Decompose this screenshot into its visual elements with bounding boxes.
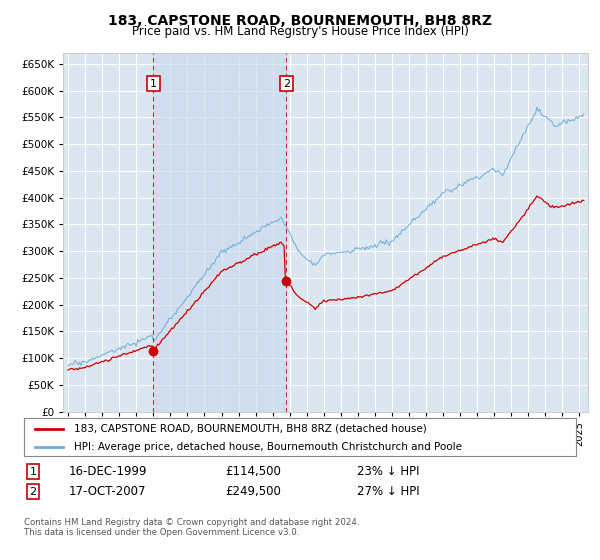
Text: £114,500: £114,500 (225, 465, 281, 478)
Text: HPI: Average price, detached house, Bournemouth Christchurch and Poole: HPI: Average price, detached house, Bour… (74, 442, 461, 452)
Text: 1: 1 (150, 78, 157, 88)
Text: 2: 2 (29, 487, 37, 497)
Text: 27% ↓ HPI: 27% ↓ HPI (357, 485, 419, 498)
Text: 183, CAPSTONE ROAD, BOURNEMOUTH, BH8 8RZ: 183, CAPSTONE ROAD, BOURNEMOUTH, BH8 8RZ (108, 14, 492, 28)
Text: Contains HM Land Registry data © Crown copyright and database right 2024.
This d: Contains HM Land Registry data © Crown c… (24, 518, 359, 538)
Text: £249,500: £249,500 (225, 485, 281, 498)
Text: 16-DEC-1999: 16-DEC-1999 (69, 465, 148, 478)
Text: 17-OCT-2007: 17-OCT-2007 (69, 485, 146, 498)
Bar (154, 53, 286, 412)
Text: 2: 2 (283, 78, 290, 88)
Text: 1: 1 (29, 466, 37, 477)
Text: Price paid vs. HM Land Registry's House Price Index (HPI): Price paid vs. HM Land Registry's House … (131, 25, 469, 38)
Text: 23% ↓ HPI: 23% ↓ HPI (357, 465, 419, 478)
Text: 183, CAPSTONE ROAD, BOURNEMOUTH, BH8 8RZ (detached house): 183, CAPSTONE ROAD, BOURNEMOUTH, BH8 8RZ… (74, 424, 427, 434)
